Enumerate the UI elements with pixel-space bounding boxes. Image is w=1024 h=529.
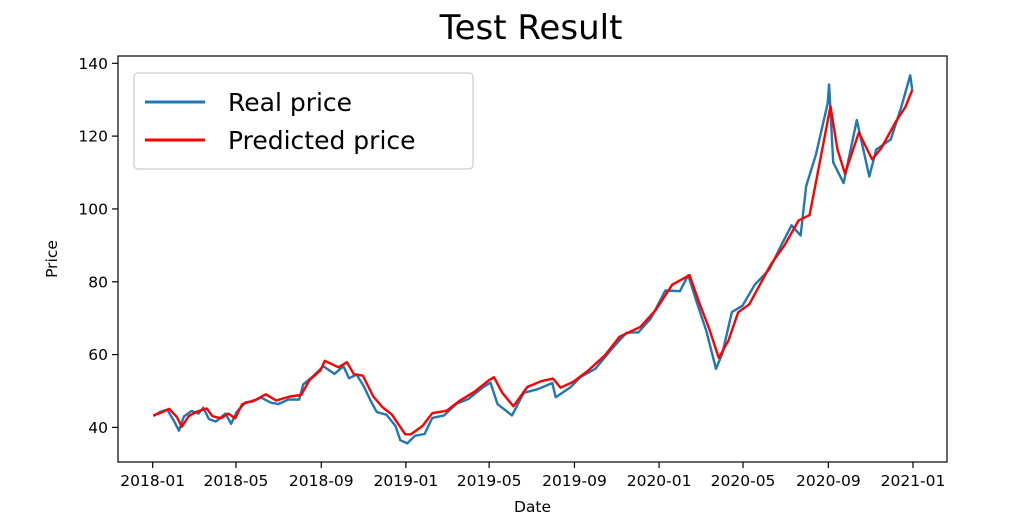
- y-tick-label: 80: [88, 273, 108, 291]
- x-tick-label: 2020-09: [796, 472, 861, 490]
- x-tick-label: 2019-09: [542, 472, 607, 490]
- y-tick-label: 40: [88, 419, 108, 437]
- x-tick-label: 2020-01: [627, 472, 692, 490]
- x-tick-label: 2018-09: [289, 472, 354, 490]
- x-tick-label: 2019-01: [374, 472, 439, 490]
- series-line-2: [152, 89, 914, 436]
- y-axis-label: Price: [43, 240, 61, 278]
- x-tick-label: 2018-05: [204, 472, 269, 490]
- legend-label-2: Predicted price: [228, 126, 416, 155]
- x-axis-label: Date: [514, 498, 551, 516]
- x-tick-label: 2021-01: [881, 472, 946, 490]
- x-tick-label: 2018-01: [120, 472, 185, 490]
- x-tick-label: 2020-05: [711, 472, 776, 490]
- y-tick-label: 120: [78, 128, 108, 146]
- legend-label-1: Real price: [228, 88, 352, 117]
- y-tick-label: 60: [88, 346, 108, 364]
- legend-box: [133, 72, 474, 170]
- legend: Real price Predicted price: [133, 72, 474, 170]
- y-tick-label: 140: [78, 55, 108, 73]
- chart-title: Test Result: [439, 8, 623, 48]
- x-tick-label: 2019-05: [457, 472, 522, 490]
- plot-frame: [117, 55, 948, 463]
- y-tick-label: 100: [78, 200, 108, 218]
